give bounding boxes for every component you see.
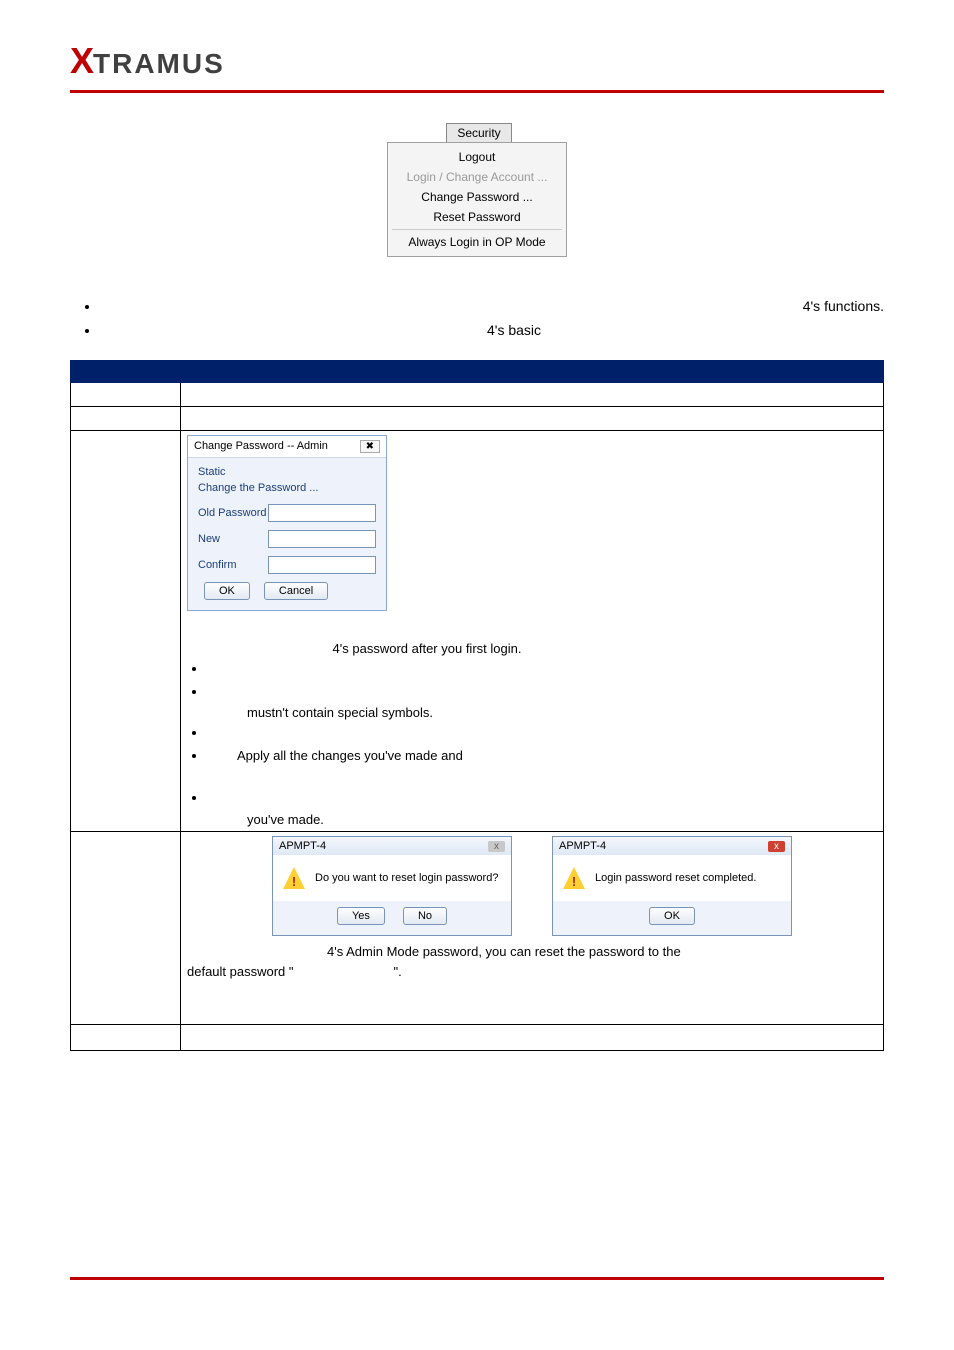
msgbox-title-1: APMPT-4 bbox=[279, 840, 326, 852]
security-menu: Logout Login / Change Account ... Change… bbox=[387, 142, 567, 257]
table-header bbox=[71, 360, 884, 382]
row-reset-password-content: APMPT-4 x Do you want to reset login pas… bbox=[181, 832, 884, 1025]
reset-confirm-msgbox: APMPT-4 x Do you want to reset login pas… bbox=[272, 836, 512, 936]
row-reset-password-label bbox=[71, 832, 181, 1025]
new-password-input[interactable] bbox=[268, 530, 376, 548]
row-change-password-content: Change Password -- Admin ✖ Static Change… bbox=[181, 430, 884, 831]
header-rule bbox=[70, 90, 884, 93]
change-password-dialog: Change Password -- Admin ✖ Static Change… bbox=[187, 435, 387, 611]
dialog-static-label: Static bbox=[198, 466, 376, 478]
row-always-op-desc bbox=[181, 1025, 884, 1051]
close-icon[interactable]: ✖ bbox=[360, 440, 380, 453]
ok-button[interactable]: OK bbox=[204, 582, 250, 600]
reset-password-text: 4's Admin Mode password, you can reset t… bbox=[187, 942, 877, 1020]
menu-separator bbox=[392, 229, 562, 230]
msgbox-question: Do you want to reset login password? bbox=[315, 872, 498, 884]
row-logout-desc bbox=[181, 382, 884, 406]
change-password-description: 4's password after you first login. must… bbox=[187, 611, 667, 827]
cp-bullet-5 bbox=[207, 789, 667, 808]
old-password-input[interactable] bbox=[268, 504, 376, 522]
cp-bullet-4: Apply all the changes you've made and bbox=[207, 747, 667, 766]
bullet-1: x4's functions. bbox=[100, 295, 884, 317]
msgbox-title-2: APMPT-4 bbox=[559, 840, 606, 852]
brand-logo: X TRAMUS bbox=[70, 40, 884, 82]
logo-rest: TRAMUS bbox=[93, 48, 225, 80]
row-always-op-label bbox=[71, 1025, 181, 1051]
confirm-password-label: Confirm bbox=[198, 559, 268, 571]
menu-item-login-change: Login / Change Account ... bbox=[388, 167, 566, 187]
security-table: Change Password -- Admin ✖ Static Change… bbox=[70, 360, 884, 1051]
warning-icon bbox=[563, 867, 585, 889]
reset-done-msgbox: APMPT-4 x Login password reset completed… bbox=[552, 836, 792, 936]
msgbox-done-text: Login password reset completed. bbox=[595, 872, 756, 884]
row-login-desc bbox=[181, 406, 884, 430]
intro-bullets: x4's functions. x4's basic bbox=[100, 295, 884, 342]
cp-bullet-2 bbox=[207, 683, 667, 702]
cancel-button[interactable]: Cancel bbox=[264, 582, 328, 600]
logo-x: X bbox=[70, 40, 93, 82]
menu-item-change-password[interactable]: Change Password ... bbox=[388, 187, 566, 207]
close-icon[interactable]: x bbox=[768, 841, 785, 852]
warning-icon bbox=[283, 867, 305, 889]
cp-bullet-3 bbox=[207, 724, 667, 743]
row-logout-label bbox=[71, 382, 181, 406]
old-password-label: Old Password bbox=[198, 507, 268, 519]
yes-button[interactable]: Yes bbox=[337, 907, 385, 925]
dialog-title: Change Password -- Admin bbox=[194, 440, 328, 452]
no-button[interactable]: No bbox=[403, 907, 447, 925]
bullet-2: x4's basic bbox=[100, 319, 884, 341]
cp-bullet-1 bbox=[207, 660, 667, 679]
row-change-password-label bbox=[71, 430, 181, 831]
confirm-password-input[interactable] bbox=[268, 556, 376, 574]
footer-rule bbox=[70, 1277, 884, 1280]
menu-item-always-op[interactable]: Always Login in OP Mode bbox=[388, 232, 566, 252]
dialog-subtitle: Change the Password ... bbox=[198, 482, 376, 494]
menu-item-reset-password[interactable]: Reset Password bbox=[388, 207, 566, 227]
row-login-label bbox=[71, 406, 181, 430]
security-menu-tab[interactable]: Security bbox=[446, 123, 511, 142]
menu-item-logout[interactable]: Logout bbox=[388, 147, 566, 167]
new-password-label: New bbox=[198, 533, 268, 545]
ok-button[interactable]: OK bbox=[649, 907, 695, 925]
close-icon[interactable]: x bbox=[488, 841, 505, 852]
